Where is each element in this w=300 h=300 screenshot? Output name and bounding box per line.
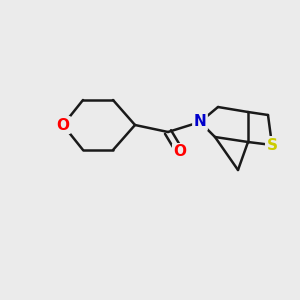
Text: S: S	[266, 137, 278, 152]
Text: O: O	[173, 145, 187, 160]
Text: N: N	[194, 115, 206, 130]
Text: O: O	[56, 118, 70, 133]
